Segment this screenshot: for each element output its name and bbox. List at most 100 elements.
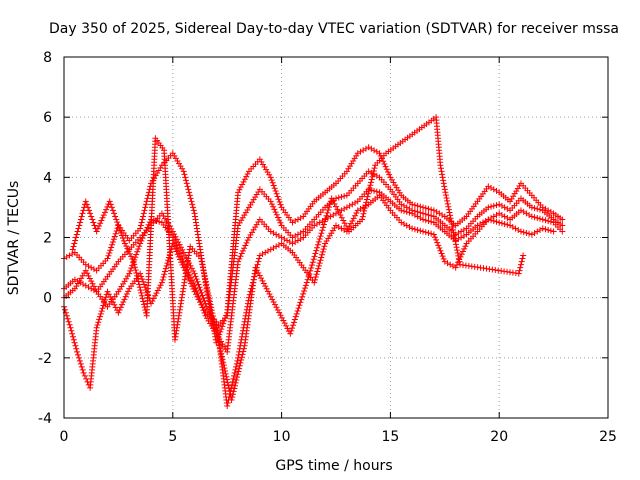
data-point [438, 250, 445, 257]
data-point [81, 372, 88, 379]
data-point [220, 359, 227, 366]
data-point [140, 210, 147, 217]
data-point [319, 227, 326, 234]
data-point [259, 277, 266, 284]
data-point [272, 188, 279, 195]
data-point [542, 217, 549, 224]
data-point [520, 208, 527, 215]
data-point [270, 298, 277, 305]
data-point [364, 193, 371, 200]
data-point [297, 299, 304, 306]
data-point [106, 250, 113, 257]
data-point [109, 241, 116, 248]
data-point [202, 275, 209, 282]
y-tick-label: 8 [43, 50, 52, 66]
data-point [183, 180, 190, 187]
data-point [256, 272, 263, 279]
data-point [137, 225, 144, 232]
data-point [303, 279, 310, 286]
data-point [270, 203, 277, 210]
data-point [433, 236, 440, 243]
data-point [301, 285, 308, 292]
data-point [361, 207, 368, 214]
data-point [100, 302, 107, 309]
data-point [299, 293, 306, 300]
data-point [306, 270, 313, 277]
data-point [288, 327, 295, 334]
data-point [133, 269, 140, 276]
data-point [144, 224, 151, 231]
data-point [253, 267, 260, 274]
data-point [305, 273, 312, 280]
data-point [301, 288, 308, 295]
data-point [80, 281, 87, 288]
data-point [195, 281, 202, 288]
data-point [186, 189, 193, 196]
data-point [90, 266, 97, 273]
data-point [531, 205, 538, 212]
data-point [436, 210, 443, 217]
data-point [105, 252, 112, 259]
data-point [311, 253, 318, 260]
data-point [337, 211, 344, 218]
data-point [309, 259, 316, 266]
data-point [240, 178, 247, 185]
data-point [526, 211, 533, 218]
data-point [212, 324, 219, 331]
data-point [91, 222, 98, 229]
data-point [69, 246, 76, 253]
data-point [335, 194, 342, 201]
data-point [454, 247, 461, 254]
data-point [317, 233, 324, 240]
data-point [119, 232, 126, 239]
data-point [439, 171, 446, 178]
data-point [523, 210, 530, 217]
data-point [314, 241, 321, 248]
data-point [135, 245, 142, 252]
data-point [70, 336, 77, 343]
x-tick-label: 20 [490, 429, 508, 445]
data-point [302, 282, 309, 289]
data-point [235, 368, 242, 375]
data-point [313, 271, 320, 278]
data-point [71, 240, 78, 247]
data-point [198, 258, 205, 265]
data-point [454, 250, 461, 257]
data-point [106, 198, 113, 205]
data-point [142, 204, 149, 211]
data-point [504, 205, 511, 212]
data-point [72, 342, 79, 349]
data-point [267, 198, 274, 205]
data-point [422, 211, 429, 218]
data-point [335, 209, 342, 216]
data-point [547, 227, 554, 234]
data-point [414, 202, 421, 209]
data-point [190, 204, 197, 211]
data-point [93, 228, 100, 235]
data-point [204, 284, 211, 291]
data-point [334, 206, 341, 213]
data-point [440, 177, 447, 184]
data-point [182, 174, 189, 181]
data-point [291, 316, 298, 323]
data-point [72, 234, 79, 241]
data-point [504, 221, 511, 228]
data-point [206, 298, 213, 305]
data-point [283, 322, 290, 329]
data-point [275, 232, 282, 239]
grid-lines [64, 57, 608, 418]
data-point [222, 367, 229, 374]
data-point [422, 229, 429, 236]
data-point [411, 211, 418, 218]
data-point [517, 228, 524, 235]
data-point [210, 315, 217, 322]
data-point [298, 296, 305, 303]
data-point [256, 255, 263, 262]
data-point [120, 237, 127, 244]
data-point [273, 190, 280, 197]
data-point [312, 250, 319, 257]
data-point [118, 229, 125, 236]
data-point [218, 353, 225, 360]
data-point [137, 287, 144, 294]
data-point [255, 258, 262, 265]
